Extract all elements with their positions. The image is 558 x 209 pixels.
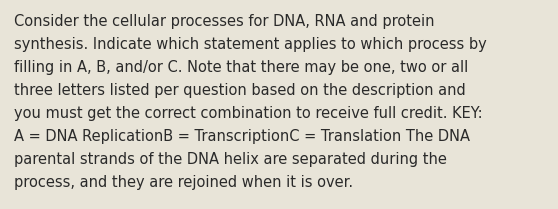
Text: filling in A, B, and/or C. Note that there may be one, two or all: filling in A, B, and/or C. Note that the… bbox=[14, 60, 468, 75]
Text: synthesis. Indicate which statement applies to which process by: synthesis. Indicate which statement appl… bbox=[14, 37, 487, 52]
Text: A = DNA ReplicationB = TranscriptionC = Translation The DNA: A = DNA ReplicationB = TranscriptionC = … bbox=[14, 129, 470, 144]
Text: you must get the correct combination to receive full credit. KEY:: you must get the correct combination to … bbox=[14, 106, 483, 121]
Text: three letters listed per question based on the description and: three letters listed per question based … bbox=[14, 83, 466, 98]
Text: parental strands of the DNA helix are separated during the: parental strands of the DNA helix are se… bbox=[14, 152, 447, 167]
Text: Consider the cellular processes for DNA, RNA and protein: Consider the cellular processes for DNA,… bbox=[14, 14, 435, 29]
Text: process, and they are rejoined when it is over.: process, and they are rejoined when it i… bbox=[14, 175, 353, 190]
